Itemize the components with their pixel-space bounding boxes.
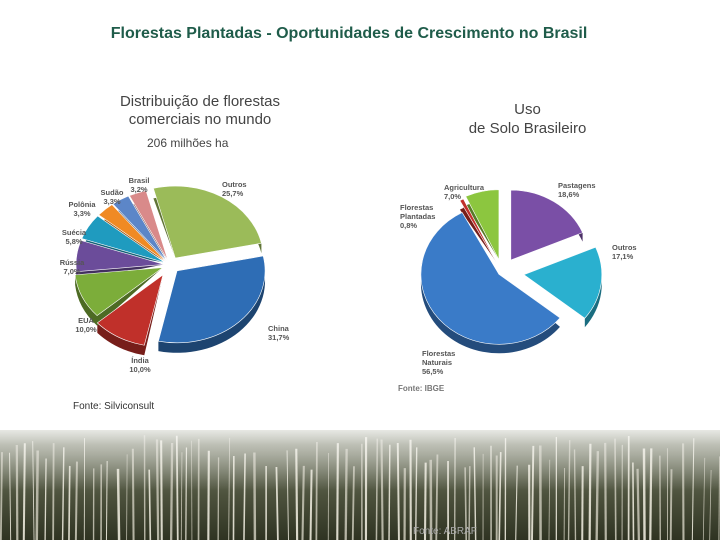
left-chart-unit: 206 milhões ha bbox=[147, 136, 229, 150]
brazil-label-agricultura: Agricultura 7,0% bbox=[444, 183, 485, 201]
source-silviconsult: Fonte: Silviconsult bbox=[73, 401, 155, 412]
world-label-eua: EUA 10,0% bbox=[75, 316, 97, 334]
world-label-russia: Rússia 7,0% bbox=[60, 258, 85, 276]
brazil-slice-pastagens bbox=[510, 189, 584, 261]
world-slice-suecia bbox=[81, 215, 165, 263]
world-label-suecia: Suécia 5,8% bbox=[62, 228, 87, 246]
world-label-outros: Outros 25,7% bbox=[222, 180, 247, 198]
right-chart-source: Fonte: IBGE bbox=[398, 384, 445, 393]
world-label-polonia: Polônia 3,3% bbox=[68, 200, 96, 218]
world-slice-russia bbox=[75, 240, 165, 272]
world-slice-side-russia bbox=[76, 240, 165, 282]
brazil-label-outros: Outros 17,1% bbox=[612, 243, 637, 261]
world-slice-side-china bbox=[158, 255, 266, 353]
brazil-slice-outros bbox=[523, 246, 603, 319]
world-slice-brasil bbox=[129, 190, 169, 261]
world-label-brasil: Brasil 3,2% bbox=[129, 176, 150, 194]
world-slice-china bbox=[158, 255, 266, 344]
world-slice-eua bbox=[74, 267, 164, 316]
right-chart-title: Uso de Solo Brasileiro bbox=[468, 101, 587, 137]
world-slice-india bbox=[96, 274, 164, 346]
slide-title: Florestas Plantadas - Oportunidades de C… bbox=[110, 25, 588, 42]
brazil-label-pastagens: Pastagens 18,6% bbox=[558, 181, 596, 199]
forest-background-image bbox=[0, 420, 720, 540]
brazil-label-florestas-naturais: Florestas Naturais 56,5% bbox=[422, 349, 455, 376]
brazil-slice-florestas-naturais bbox=[420, 212, 561, 345]
world-slice-side-india bbox=[97, 274, 163, 356]
world-slice-polonia bbox=[98, 204, 167, 262]
world-label-china: China 31,7% bbox=[268, 324, 290, 342]
world-label-sudao: Sudão 3,3% bbox=[101, 188, 124, 206]
left-chart-title: Distribuição de florestas comerciais no … bbox=[119, 93, 281, 128]
world-slice-sudao bbox=[112, 195, 168, 262]
brazil-land-use-pie-chart: Pastagens 18,6% Outros 17,1% Florestas Natura… bbox=[400, 181, 637, 376]
brazil-slice-agricultura bbox=[465, 189, 500, 260]
brazil-slice-florestas-plantadas bbox=[459, 198, 497, 263]
source-abraf: Fonte: ABRAF bbox=[413, 526, 477, 537]
brazil-label-florestas-plantadas: Florestas Plantadas 0,8% bbox=[400, 203, 435, 230]
world-forest-pie-chart: Outros 25,7% China 31,7% Índia 10,0% EUA 10,0% R… bbox=[60, 176, 290, 374]
world-label-india: Índia 10,0% bbox=[129, 356, 151, 374]
world-slice-outros bbox=[153, 185, 262, 259]
